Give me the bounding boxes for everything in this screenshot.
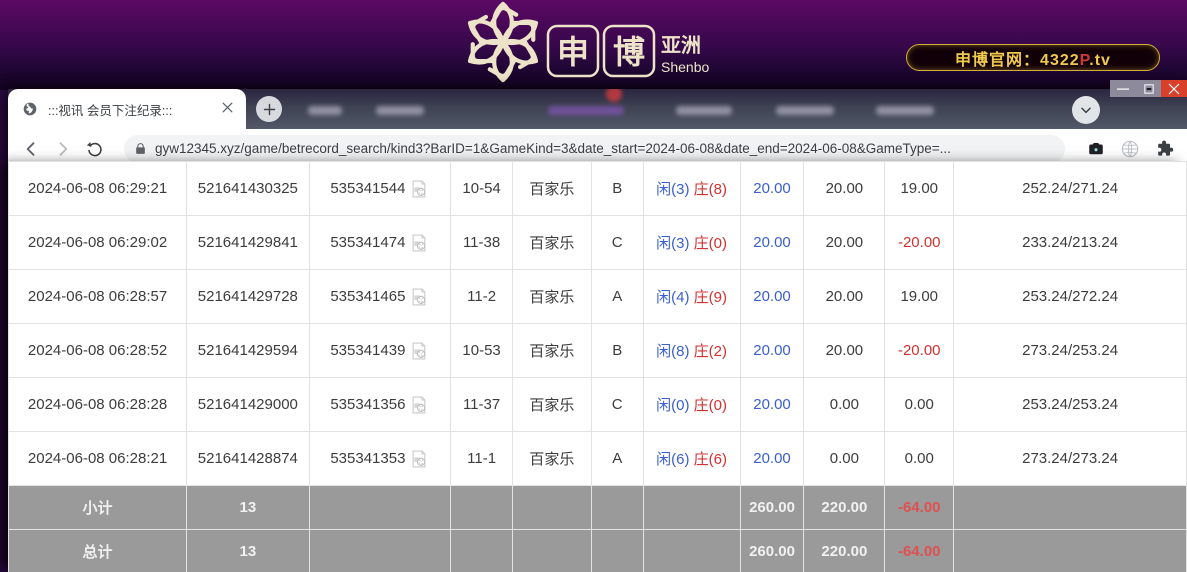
svg-text:Shenbo: Shenbo: [661, 59, 709, 75]
svg-text:亚洲: 亚洲: [661, 34, 701, 57]
svg-text:申: 申: [557, 34, 589, 70]
svg-text:博: 博: [613, 34, 645, 70]
